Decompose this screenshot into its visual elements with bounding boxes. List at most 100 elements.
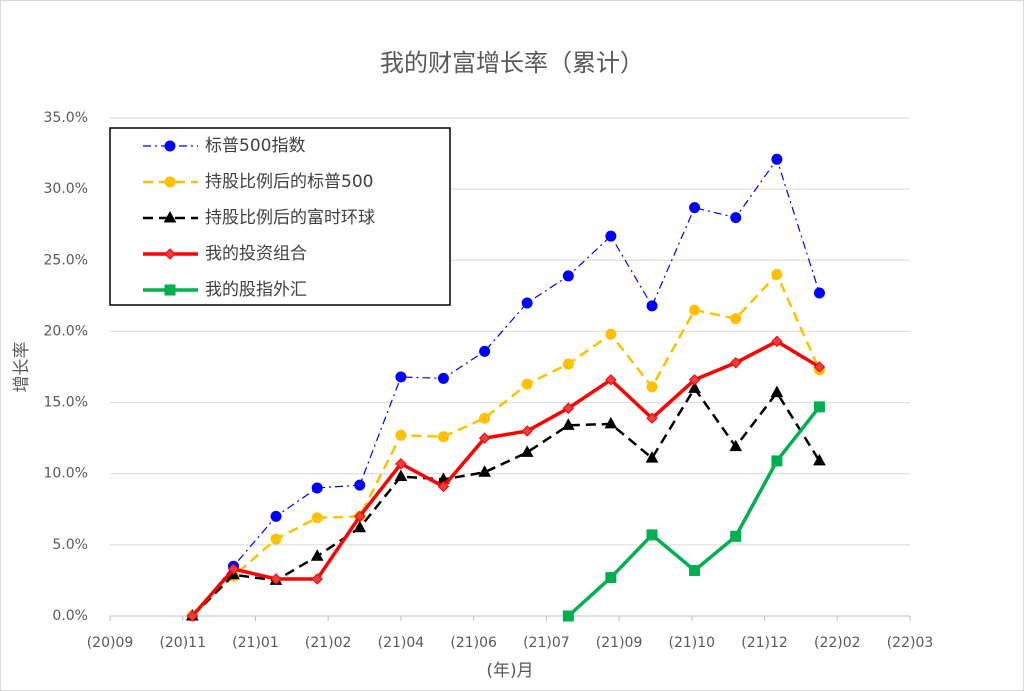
marker	[478, 465, 491, 477]
marker	[437, 480, 450, 493]
series-line	[191, 386, 821, 617]
x-tick-label: (21)06	[450, 635, 497, 651]
marker	[395, 371, 407, 383]
marker	[688, 374, 701, 386]
marker	[813, 453, 826, 466]
marker	[813, 401, 825, 413]
marker	[164, 284, 176, 296]
marker	[689, 304, 701, 316]
x-tick-label: (22)02	[814, 635, 861, 651]
marker	[770, 385, 784, 398]
marker	[520, 445, 534, 457]
marker	[605, 230, 617, 242]
marker	[771, 269, 783, 281]
marker	[164, 248, 176, 260]
marker	[646, 529, 658, 541]
marker	[186, 610, 199, 622]
x-tick-label: (21)02	[305, 635, 352, 651]
y-tick-label: 0.0%	[52, 608, 88, 624]
marker	[646, 381, 658, 393]
marker	[270, 510, 282, 522]
marker	[437, 372, 449, 384]
legend-label: 持股比例后的标普500	[205, 172, 373, 192]
marker	[311, 512, 323, 524]
y-axis-label: 增长率	[12, 342, 32, 393]
marker	[311, 573, 323, 585]
marker	[227, 563, 240, 575]
marker	[562, 610, 574, 622]
marker	[689, 564, 701, 576]
marker	[479, 345, 491, 357]
x-tick-label: (22)03	[887, 635, 934, 651]
y-tick-label: 35.0%	[44, 110, 88, 126]
marker	[395, 458, 407, 470]
marker	[270, 533, 282, 545]
marker	[562, 270, 574, 282]
x-tick-label: (21)09	[596, 635, 643, 651]
y-tick-label: 20.0%	[44, 323, 88, 339]
legend-box	[109, 127, 451, 306]
marker	[521, 297, 533, 309]
x-tick-label: (21)10	[669, 635, 716, 651]
marker	[562, 402, 575, 414]
x-tick-label: (21)01	[232, 635, 279, 651]
series-line	[191, 157, 821, 617]
marker	[604, 416, 618, 429]
marker	[813, 287, 825, 299]
marker	[561, 418, 575, 430]
marker	[729, 439, 743, 452]
legend-label: 我的股指外汇	[205, 280, 307, 300]
marker	[394, 469, 408, 482]
marker	[605, 374, 617, 386]
marker	[771, 153, 783, 165]
marker	[164, 140, 176, 152]
marker	[646, 300, 658, 312]
y-tick-label: 10.0%	[44, 466, 88, 482]
x-axis-label: (年)月	[486, 661, 533, 681]
x-tick-label: (20)09	[87, 635, 134, 651]
marker	[311, 482, 323, 494]
y-tick-label: 15.0%	[44, 395, 88, 411]
marker	[771, 455, 783, 467]
y-tick-label: 25.0%	[44, 252, 88, 268]
marker	[353, 520, 367, 533]
marker	[730, 313, 742, 325]
marker	[562, 358, 574, 370]
legend-label: 持股比例后的富时环球	[205, 208, 375, 228]
x-tick-label: (21)12	[741, 635, 788, 651]
marker	[645, 451, 659, 463]
marker	[813, 361, 826, 373]
marker	[164, 176, 176, 188]
marker	[478, 432, 491, 444]
marker	[354, 510, 366, 523]
x-tick-label: (20)11	[159, 635, 206, 651]
marker	[479, 412, 491, 424]
marker	[646, 412, 658, 424]
marker	[437, 431, 449, 443]
marker	[395, 429, 407, 441]
marker	[730, 212, 742, 224]
marker	[730, 357, 742, 369]
marker	[605, 572, 617, 584]
marker	[163, 210, 177, 223]
marker	[730, 530, 742, 542]
x-tick-label: (21)04	[378, 635, 425, 651]
y-tick-label: 30.0%	[44, 181, 88, 197]
x-tick-label: (21)07	[523, 635, 570, 651]
legend-label: 标普500指数	[205, 136, 305, 156]
marker	[605, 328, 617, 340]
y-tick-label: 5.0%	[52, 537, 88, 553]
legend-label: 我的投资组合	[205, 244, 307, 264]
marker	[688, 381, 701, 393]
marker	[310, 549, 324, 561]
marker	[771, 335, 783, 348]
marker	[270, 573, 282, 585]
series-line	[191, 339, 821, 618]
marker	[521, 425, 533, 437]
marker	[521, 378, 533, 390]
marker	[354, 479, 366, 491]
marker	[689, 202, 701, 214]
series-line	[191, 272, 821, 617]
